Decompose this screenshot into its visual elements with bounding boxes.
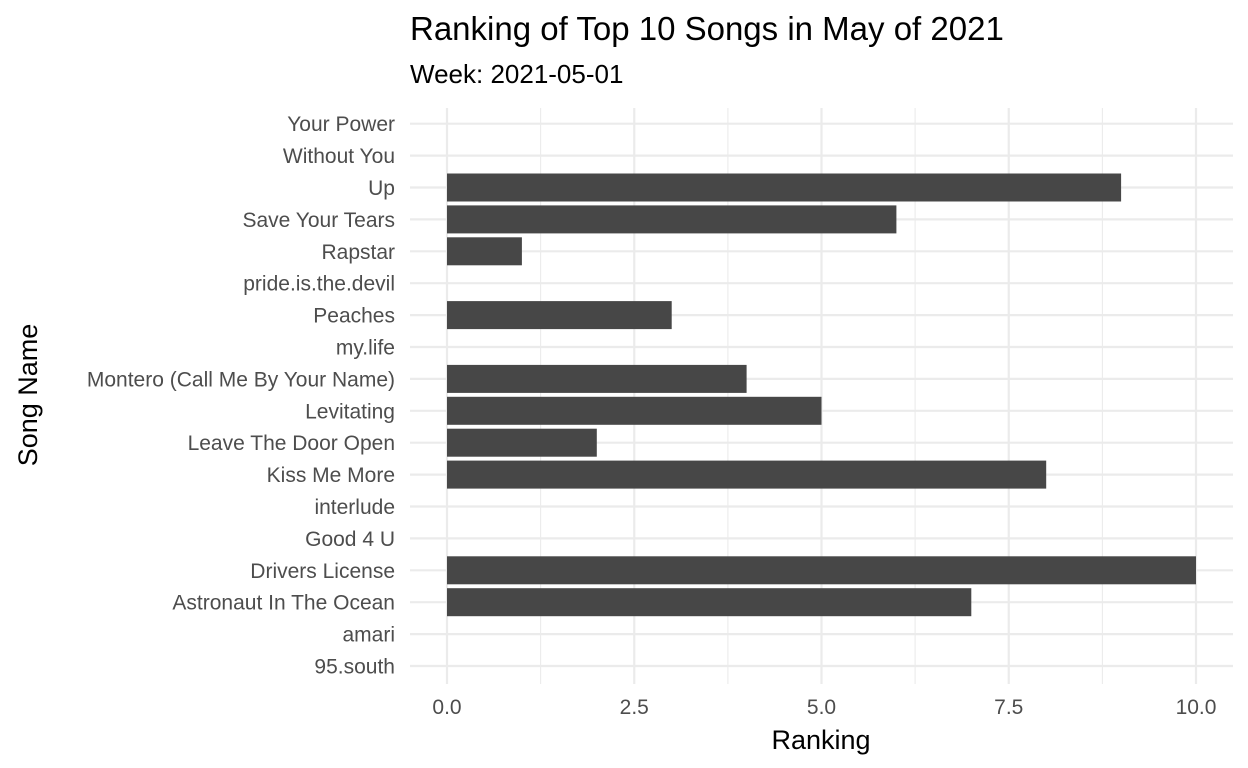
x-axis-tick-labels: 0.0 2.5 5.0 7.5 10.0 bbox=[432, 696, 1216, 719]
bar bbox=[447, 205, 897, 234]
y-tick-label: Good 4 U bbox=[305, 528, 395, 551]
y-tick-label: Save Your Tears bbox=[242, 209, 395, 232]
x-tick-label: 10.0 bbox=[1176, 696, 1217, 719]
bar bbox=[447, 364, 747, 393]
y-tick-label: Peaches bbox=[313, 305, 395, 328]
y-tick-label: Drivers License bbox=[250, 560, 395, 583]
bar bbox=[447, 556, 1196, 585]
y-tick-label: Up bbox=[368, 177, 395, 200]
y-tick-label: Montero (Call Me By Your Name) bbox=[87, 368, 395, 391]
y-tick-label: Kiss Me More bbox=[267, 464, 395, 487]
y-tick-label: interlude bbox=[314, 496, 395, 519]
y-tick-label: Astronaut In The Ocean bbox=[172, 592, 395, 615]
chart-title: Ranking of Top 10 Songs in May of 2021 bbox=[410, 10, 1004, 47]
bars bbox=[447, 173, 1196, 617]
y-tick-label: amari bbox=[342, 624, 395, 647]
chart-subtitle: Week: 2021-05-01 bbox=[410, 59, 623, 89]
bar bbox=[447, 460, 1047, 489]
x-tick-label: 0.0 bbox=[432, 696, 461, 719]
bar bbox=[447, 428, 597, 457]
y-tick-label: pride.is.the.devil bbox=[243, 273, 395, 296]
y-tick-label: my.life bbox=[336, 337, 395, 360]
bar bbox=[447, 173, 1122, 202]
y-tick-label: Without You bbox=[283, 145, 395, 168]
y-tick-label: 95.south bbox=[314, 656, 395, 679]
x-tick-label: 2.5 bbox=[620, 696, 649, 719]
y-tick-label: Leave The Door Open bbox=[188, 432, 395, 455]
bar bbox=[447, 588, 972, 617]
x-axis-title: Ranking bbox=[771, 725, 870, 755]
y-axis-title: Song Name bbox=[13, 324, 43, 467]
y-tick-label: Levitating bbox=[305, 400, 395, 423]
x-tick-label: 5.0 bbox=[807, 696, 836, 719]
bar bbox=[447, 301, 672, 330]
y-tick-label: Your Power bbox=[287, 113, 395, 136]
y-tick-label: Rapstar bbox=[321, 241, 395, 264]
bar bbox=[447, 396, 822, 425]
bar bbox=[447, 237, 522, 266]
x-tick-label: 7.5 bbox=[994, 696, 1023, 719]
y-axis-tick-labels: 95.south amari Astronaut In The Ocean Drive… bbox=[87, 113, 395, 678]
